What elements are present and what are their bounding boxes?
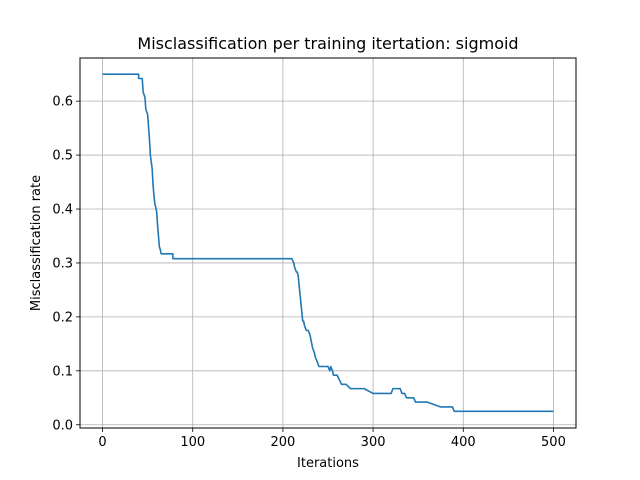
x-tick-label: 300 xyxy=(361,435,386,450)
grid-lines xyxy=(80,58,576,428)
x-tick-label: 500 xyxy=(541,435,566,450)
tick-labels: 0 100 200 300 400 500 0.0 0.1 0.2 0.3 0.4 0.5 0.6 xyxy=(52,95,566,450)
y-tick-label: 0.5 xyxy=(52,149,73,164)
y-tick-label: 0.2 xyxy=(52,310,73,325)
y-tick-label: 0.1 xyxy=(52,364,73,379)
x-tick-label: 200 xyxy=(270,435,295,450)
x-tick-label: 400 xyxy=(451,435,476,450)
chart-title: Misclassification per training itertatio… xyxy=(137,34,518,53)
series-layer xyxy=(102,73,554,413)
x-tick-label: 100 xyxy=(180,435,205,450)
y-tick-label: 0.0 xyxy=(52,418,73,433)
series-line xyxy=(102,73,554,413)
x-tick-label: 0 xyxy=(98,435,106,450)
plot-frame xyxy=(79,57,577,429)
y-tick-label: 0.3 xyxy=(52,256,73,271)
tick-marks xyxy=(76,100,554,432)
y-axis-label: Misclassification rate xyxy=(29,175,44,311)
x-axis-label: Iterations xyxy=(297,456,359,471)
y-tick-label: 0.4 xyxy=(52,203,73,218)
y-tick-label: 0.6 xyxy=(52,95,73,110)
